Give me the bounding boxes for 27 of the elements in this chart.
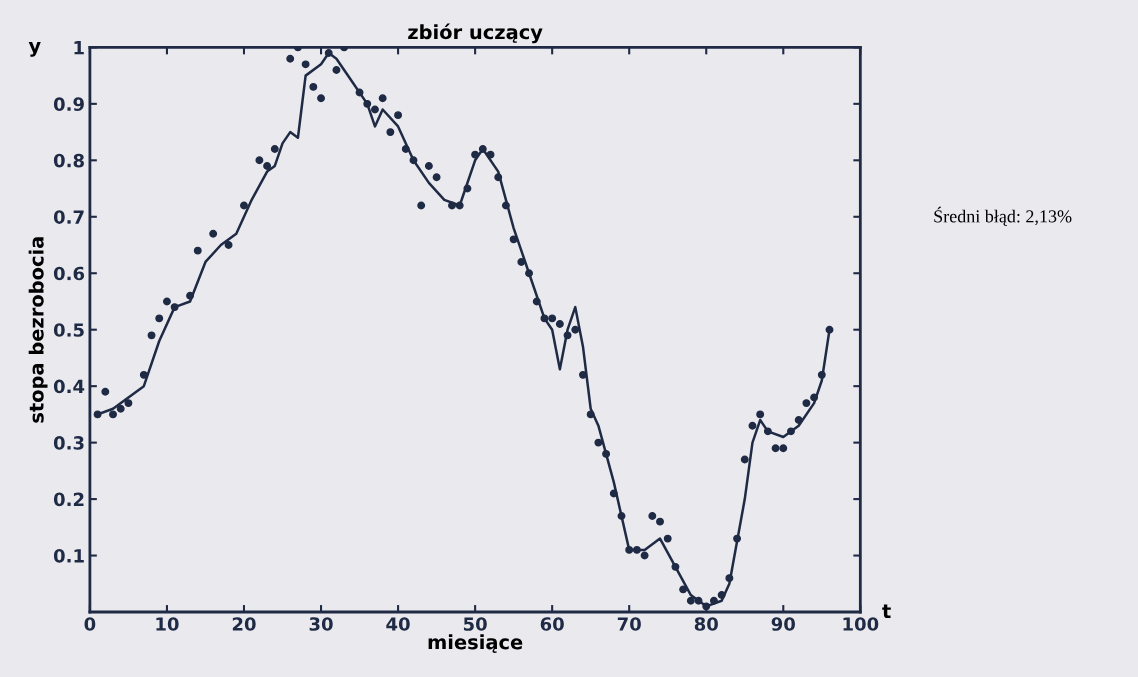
x-tick-label: 40 bbox=[386, 617, 410, 631]
text: t bbox=[882, 604, 891, 619]
x-tick-label: 70 bbox=[617, 617, 641, 631]
x-tick-label: 20 bbox=[232, 617, 256, 631]
y-tick-label: 0.1 bbox=[53, 549, 84, 563]
x-tick-label: 0 bbox=[84, 617, 96, 631]
x-tick-label: 10 bbox=[156, 617, 179, 631]
y-tick-label: 0.2 bbox=[53, 492, 84, 507]
y-axis-title: stopa bezrobocia bbox=[28, 237, 48, 423]
y-tick-label: 0.4 bbox=[53, 379, 85, 394]
y-tick-label: 0.5 bbox=[53, 323, 84, 337]
x-tick-label: 60 bbox=[540, 617, 564, 631]
x-axis-title: miesiące bbox=[428, 634, 523, 653]
x-tick-label: 50 bbox=[463, 617, 487, 631]
text: Średni błąd: 2,13% bbox=[934, 206, 1072, 226]
x-tick-label: 30 bbox=[309, 617, 333, 631]
x-tick-label: 90 bbox=[771, 617, 795, 631]
chart-title: zbiór uczący bbox=[408, 23, 543, 44]
y-tick-label: 0.7 bbox=[53, 210, 84, 224]
y-tick-label: 1 bbox=[74, 41, 84, 55]
text: y bbox=[28, 41, 41, 57]
y-tick-label: 0.8 bbox=[53, 153, 84, 168]
y-tick-label: 0.6 bbox=[53, 266, 85, 281]
x-tick-label: 100 bbox=[843, 617, 879, 631]
y-tick-label: 0.3 bbox=[53, 436, 84, 450]
x-tick-label: 80 bbox=[694, 617, 718, 631]
y-tick-label: 0.9 bbox=[53, 97, 84, 111]
